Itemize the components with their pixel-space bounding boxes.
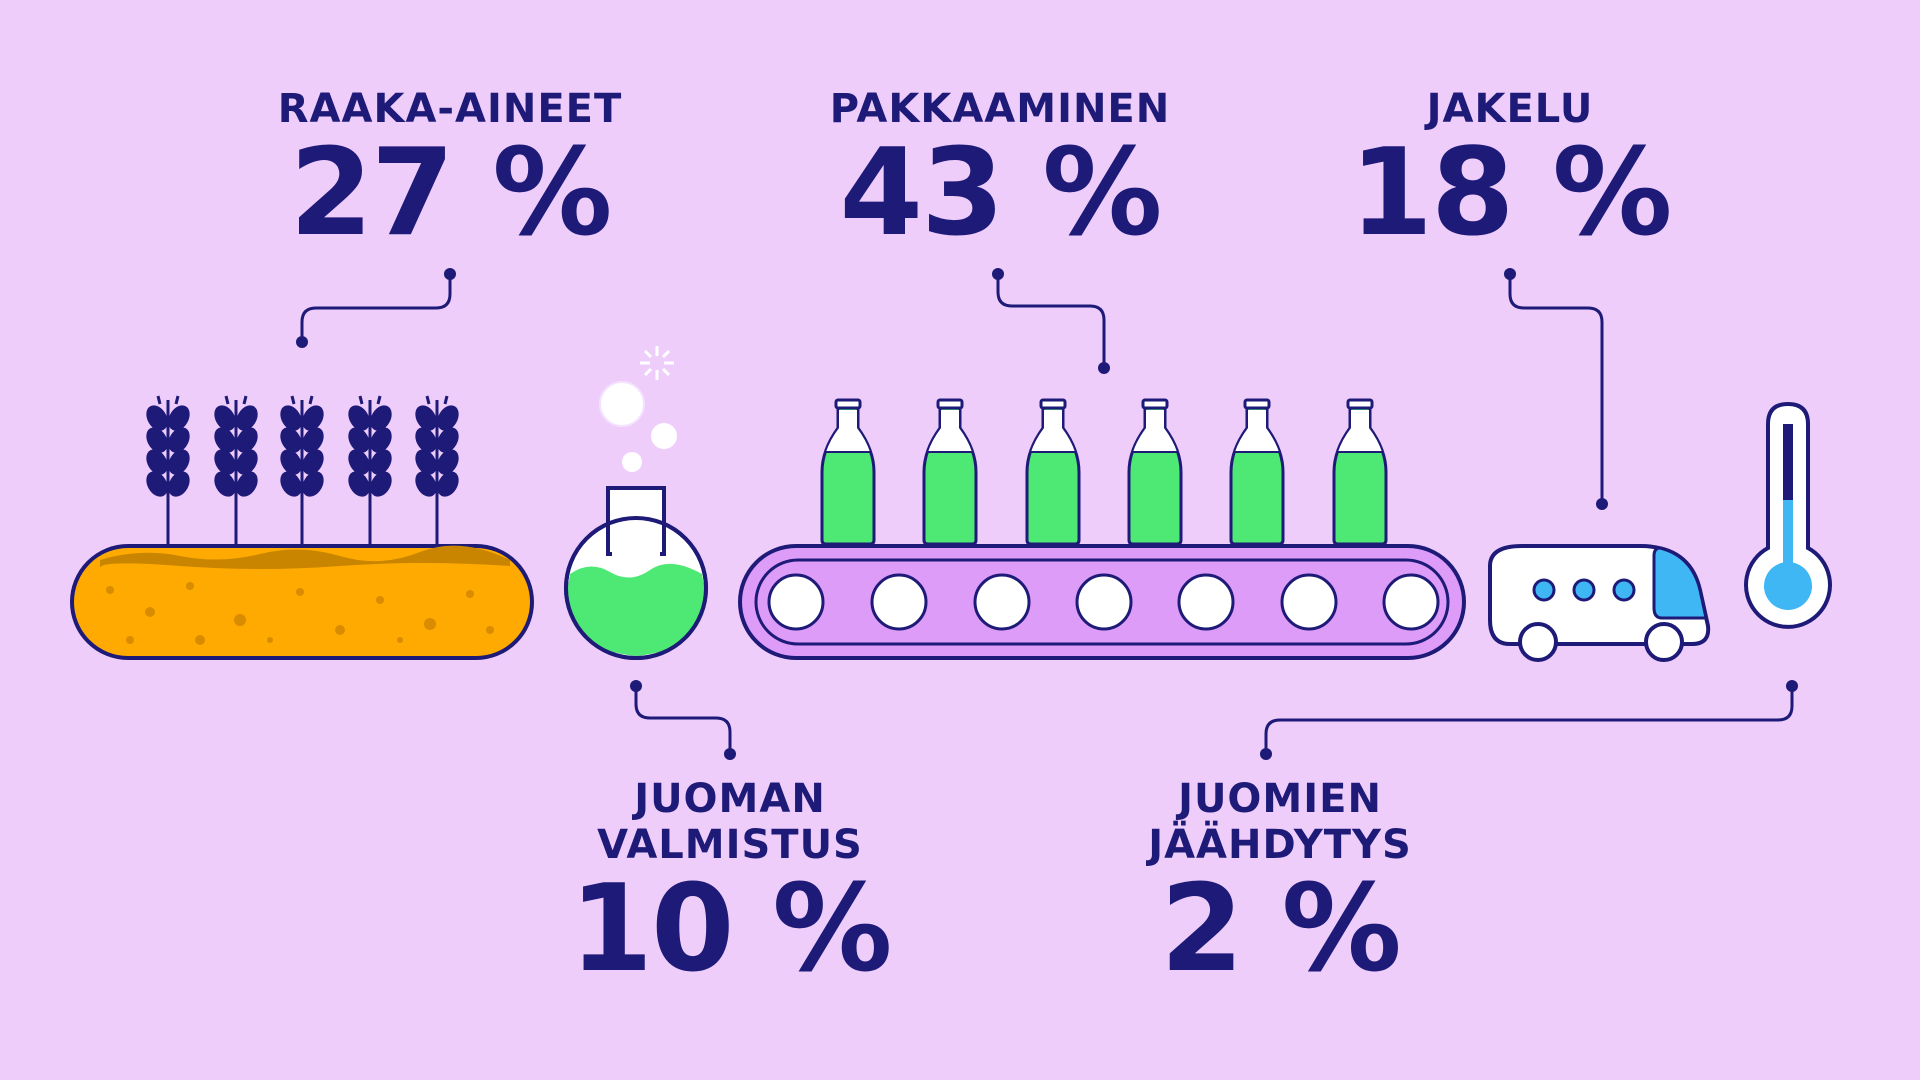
label-juoman-valmistus: JUOMAN VALMISTUS 10 % [490, 776, 970, 992]
wheat-icon [415, 395, 459, 544]
segment-name: JAKELU [1426, 86, 1594, 132]
bottle-icon [1229, 398, 1285, 546]
flask-icon [564, 346, 708, 660]
conveyor-icon [738, 544, 1466, 660]
bottle-row [820, 398, 1388, 546]
wheat-icon [146, 395, 190, 544]
segment-name-line2: JÄÄHDYTYS [1148, 822, 1412, 868]
connector-raaka-aineet [300, 274, 452, 342]
wheat-icon [348, 395, 392, 544]
roller [973, 573, 1031, 631]
roller [1075, 573, 1133, 631]
roller [870, 573, 928, 631]
roller [767, 573, 825, 631]
connector-pakkaaminen [996, 274, 1106, 368]
segment-percent: 43 % [839, 124, 1162, 263]
wheat-icon [214, 395, 258, 544]
connector-juoman-valmistus [634, 686, 732, 754]
bottle-icon [1127, 398, 1183, 546]
segment-name-line2: VALMISTUS [597, 822, 863, 868]
label-raaka-aineet: RAAKA-AINEET 27 % [210, 86, 690, 256]
segment-percent: 10 % [569, 860, 892, 999]
segment-name: RAAKA-AINEET [277, 86, 623, 132]
roller [1177, 573, 1235, 631]
segment-percent: 18 % [1349, 124, 1672, 263]
segment-percent: 2 % [1160, 860, 1402, 999]
wheat-icon [146, 395, 459, 544]
roller [1280, 573, 1338, 631]
connector-juomien-jaahdytys [1264, 686, 1794, 754]
bottle-icon [922, 398, 978, 546]
label-pakkaaminen: PAKKAAMINEN 43 % [760, 86, 1240, 256]
bottle-icon [1025, 398, 1081, 546]
bottle-icon [1332, 398, 1388, 546]
bottle-icon [820, 398, 876, 546]
segment-name-line1: JUOMAN [634, 776, 826, 822]
wheat-icon [280, 395, 324, 544]
connector-jakelu [1508, 274, 1604, 504]
roller [1382, 573, 1440, 631]
field-icon [70, 544, 534, 660]
label-jakelu: JAKELU 18 % [1270, 86, 1750, 256]
segment-percent: 27 % [289, 124, 612, 263]
van-icon [1488, 544, 1711, 662]
label-juomien-jaahdytys: JUOMIEN JÄÄHDYTYS 2 % [1040, 776, 1520, 992]
thermometer-icon [1744, 401, 1832, 629]
segment-name: PAKKAAMINEN [829, 86, 1171, 132]
segment-name-line1: JUOMIEN [1178, 776, 1382, 822]
